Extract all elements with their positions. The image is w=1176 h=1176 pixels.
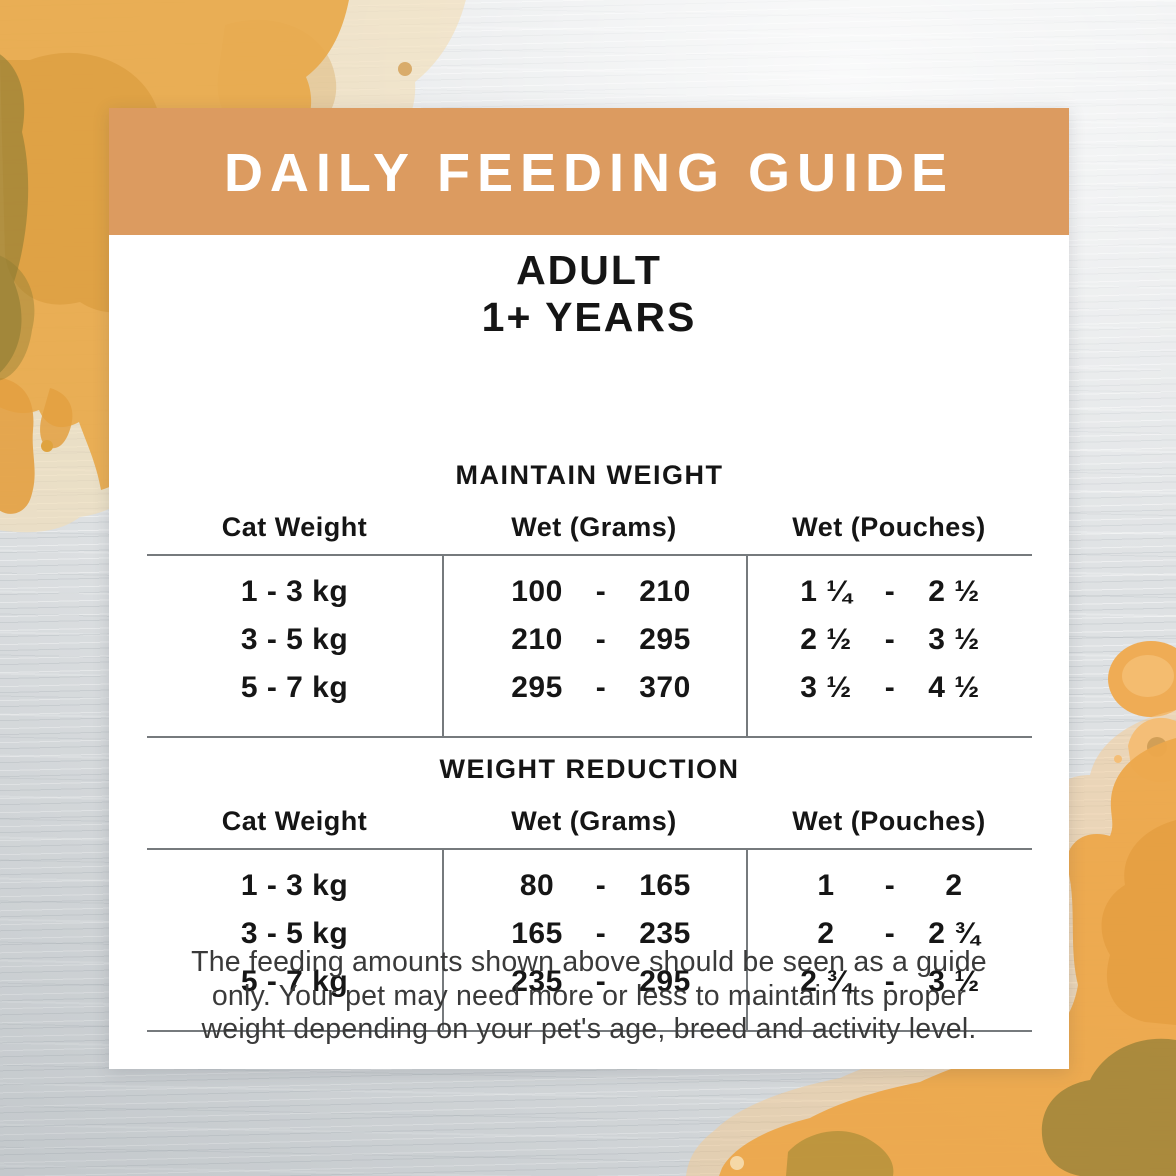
- disclaimer-note: The feeding amounts shown above should b…: [149, 946, 1029, 1047]
- column-header-cat-weight: Cat Weight: [221, 806, 368, 836]
- cat-weight-value: 1 - 3 kg: [240, 575, 349, 608]
- life-stage-line1: ADULT: [516, 247, 662, 293]
- grams-low: 210: [511, 623, 563, 656]
- feeding-guide-card: DAILY FEEDING GUIDE ADULT 1+ YEARS MAINT…: [109, 108, 1069, 1069]
- grams-high: 210: [639, 575, 691, 608]
- splash-droplet: [730, 1156, 744, 1170]
- pouches-low: 1: [817, 869, 835, 902]
- cat-weight-value: 1 - 3 kg: [240, 869, 349, 902]
- pouches-low: 2 ¾: [800, 965, 852, 998]
- disclaimer-line2: only. Your pet may need more or less to …: [211, 979, 967, 1012]
- grams-range: 80 - 165: [444, 862, 746, 910]
- pouches-high: 2 ½: [928, 575, 980, 608]
- range-dash: -: [884, 671, 896, 704]
- pouches-high: 2 ¾: [928, 917, 980, 950]
- pouches-low: 3 ½: [800, 671, 852, 704]
- grams-range: 100 - 210: [444, 568, 746, 616]
- cat-weight-value: 3 - 5 kg: [240, 917, 349, 950]
- grams-low: 100: [511, 575, 563, 608]
- pouches-range: 1 ¼ - 2 ½: [748, 568, 1032, 616]
- range-dash: -: [595, 917, 607, 950]
- section-maintain-weight: MAINTAIN WEIGHT Cat Weight Wet (Grams) W…: [147, 460, 1032, 738]
- life-stage-subtitle: ADULT 1+ YEARS: [109, 247, 1069, 341]
- grams-range: 235 - 295: [444, 958, 746, 1006]
- range-dash: -: [884, 575, 896, 608]
- grams-low: 295: [511, 671, 563, 704]
- range-dash: -: [884, 623, 896, 656]
- disclaimer-line3: weight depending on your pet's age, bree…: [201, 1013, 977, 1045]
- column-header-wet-grams: Wet (Grams): [511, 806, 677, 836]
- range-dash: -: [595, 869, 607, 902]
- pouches-range: 2 - 2 ¾: [748, 910, 1032, 958]
- pouches-high: 3 ½: [928, 965, 980, 998]
- disclaimer-line1: The feeding amounts shown above should b…: [191, 946, 987, 978]
- pouches-range: 3 ½ - 4 ½: [748, 664, 1032, 712]
- grams-high: 295: [639, 965, 691, 998]
- splash-droplet: [398, 62, 412, 76]
- column-wet-pouches: 1 - 2 2 - 2 ¾ 2 ¾ - 3 ½: [746, 850, 1032, 1030]
- grams-range: 295 - 370: [444, 664, 746, 712]
- pouches-high: 4 ½: [928, 671, 980, 704]
- column-wet-pouches: 1 ¼ - 2 ½ 2 ½ - 3 ½ 3 ½ - 4 ½: [746, 556, 1032, 736]
- grams-range: 165 - 235: [444, 910, 746, 958]
- range-dash: -: [884, 917, 896, 950]
- title-band: DAILY FEEDING GUIDE: [109, 108, 1069, 235]
- table-body: 1 - 3 kg 3 - 5 kg 5 - 7 kg 80 - 165 165 …: [147, 848, 1032, 1032]
- table-header-row: Cat Weight Wet (Grams) Wet (Pouches): [147, 512, 1032, 554]
- table-body: 1 - 3 kg 3 - 5 kg 5 - 7 kg 100 - 210 210…: [147, 554, 1032, 738]
- column-header-cat-weight: Cat Weight: [221, 512, 368, 542]
- grams-high: 295: [639, 623, 691, 656]
- pouches-low: 1 ¼: [800, 575, 852, 608]
- splash-droplet: [41, 440, 53, 452]
- pouches-high: 2: [945, 869, 963, 902]
- cat-weight-value: 5 - 7 kg: [240, 671, 349, 704]
- range-dash: -: [595, 965, 607, 998]
- grams-low: 235: [511, 965, 563, 998]
- range-dash: -: [884, 869, 896, 902]
- grams-high: 165: [639, 869, 691, 902]
- pouches-low: 2 ½: [800, 623, 852, 656]
- column-cat-weight: 1 - 3 kg 3 - 5 kg 5 - 7 kg: [147, 556, 442, 736]
- pouches-range: 2 ¾ - 3 ½: [748, 958, 1032, 1006]
- pouches-range: 1 - 2: [748, 862, 1032, 910]
- grams-low: 165: [511, 917, 563, 950]
- column-header-wet-pouches: Wet (Pouches): [792, 806, 986, 836]
- column-header-wet-pouches: Wet (Pouches): [792, 512, 986, 542]
- grams-high: 235: [639, 917, 691, 950]
- range-dash: -: [595, 623, 607, 656]
- grams-high: 370: [639, 671, 691, 704]
- grams-range: 210 - 295: [444, 616, 746, 664]
- cat-weight-value: 5 - 7 kg: [240, 965, 349, 998]
- section-weight-reduction: WEIGHT REDUCTION Cat Weight Wet (Grams) …: [147, 754, 1032, 1032]
- life-stage-line2: 1+ YEARS: [481, 294, 697, 340]
- column-wet-grams: 80 - 165 165 - 235 235 - 295: [442, 850, 746, 1030]
- section-title: MAINTAIN WEIGHT: [455, 460, 724, 490]
- column-cat-weight: 1 - 3 kg 3 - 5 kg 5 - 7 kg: [147, 850, 442, 1030]
- cat-weight-value: 3 - 5 kg: [240, 623, 349, 656]
- grams-low: 80: [519, 869, 555, 902]
- column-header-wet-grams: Wet (Grams): [511, 512, 677, 542]
- pouches-low: 2: [817, 917, 835, 950]
- column-wet-grams: 100 - 210 210 - 295 295 - 370: [442, 556, 746, 736]
- section-title: WEIGHT REDUCTION: [439, 754, 740, 784]
- page-title: DAILY FEEDING GUIDE: [223, 142, 955, 203]
- range-dash: -: [595, 575, 607, 608]
- pouches-range: 2 ½ - 3 ½: [748, 616, 1032, 664]
- table-header-row: Cat Weight Wet (Grams) Wet (Pouches): [147, 806, 1032, 848]
- range-dash: -: [884, 965, 896, 998]
- pouches-high: 3 ½: [928, 623, 980, 656]
- range-dash: -: [595, 671, 607, 704]
